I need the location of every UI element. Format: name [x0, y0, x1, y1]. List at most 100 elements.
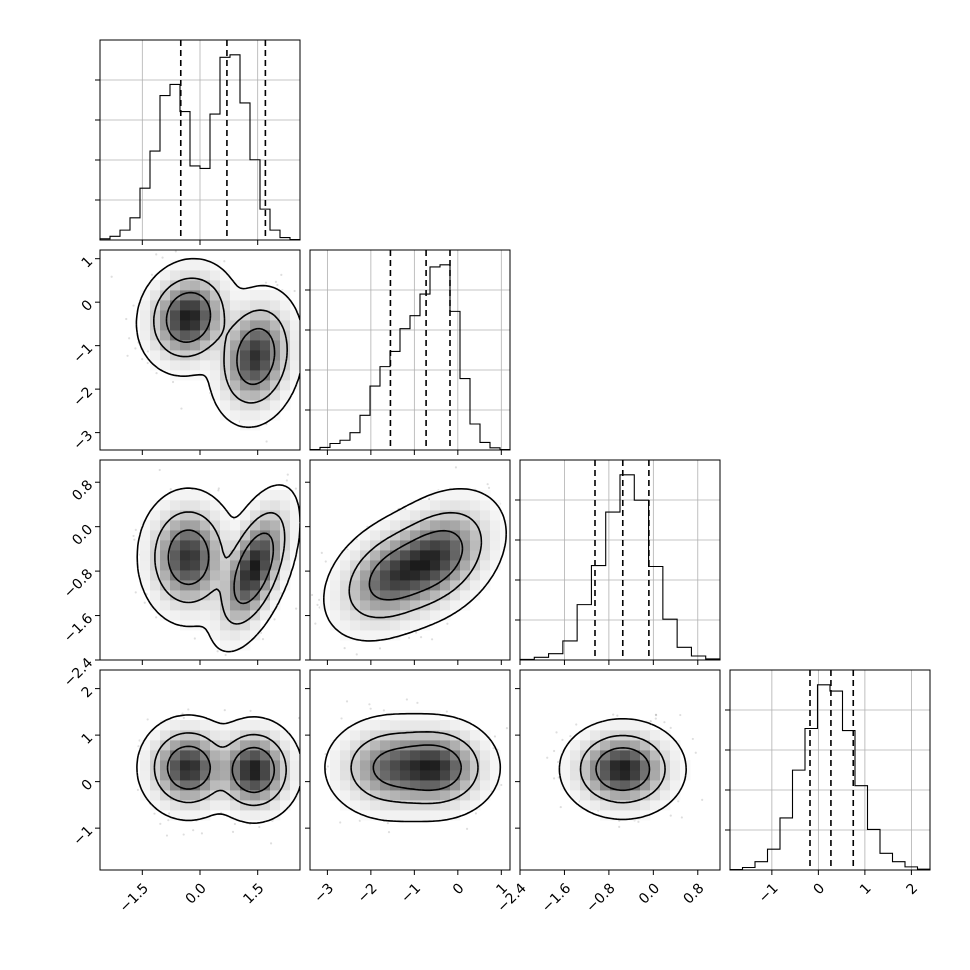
density-cell	[160, 720, 171, 731]
density-cell	[140, 540, 151, 551]
sample-point	[312, 371, 314, 373]
sample-point	[165, 834, 169, 837]
sample-point	[302, 336, 304, 338]
sample-point	[159, 822, 162, 825]
density-cell	[180, 750, 191, 761]
density-cell	[240, 600, 251, 611]
density-cell	[150, 340, 161, 351]
density-cell	[140, 520, 151, 531]
density-cell	[190, 310, 201, 321]
density-cell	[150, 800, 161, 811]
density-cell	[260, 290, 271, 301]
density-cell	[230, 360, 241, 371]
density-cell	[190, 560, 201, 571]
sample-point	[216, 650, 219, 653]
sample-point	[446, 622, 449, 625]
sample-point	[310, 593, 314, 597]
density-cell	[200, 740, 211, 751]
density-cell	[230, 540, 241, 551]
density-cell	[150, 590, 161, 601]
density-cell	[240, 630, 251, 641]
sample-point	[128, 337, 131, 340]
sample-point	[404, 508, 407, 511]
density-cell	[270, 730, 281, 741]
sample-point	[233, 822, 236, 826]
density-cell	[280, 560, 291, 571]
density-cell	[220, 380, 231, 391]
density-cell	[220, 740, 231, 751]
density-cell	[280, 300, 291, 311]
density-cell	[200, 800, 211, 811]
density-cell	[190, 740, 201, 751]
density-cell	[160, 360, 171, 371]
density-cell	[170, 610, 181, 621]
density-cell	[280, 380, 291, 391]
density-cell	[210, 270, 221, 281]
density-cell	[250, 290, 261, 301]
density-cell	[140, 340, 151, 351]
density-cell	[270, 510, 281, 521]
density-cell	[170, 340, 181, 351]
density-cell	[170, 540, 181, 551]
density-cell	[180, 510, 191, 521]
density-cell	[220, 520, 231, 531]
density-cell	[290, 330, 300, 341]
panel-body	[132, 468, 302, 657]
density-cell	[160, 540, 171, 551]
density-cell	[210, 260, 221, 271]
density-cell	[170, 760, 181, 771]
sample-point	[300, 512, 302, 514]
density-cell	[240, 720, 251, 731]
density-cell	[250, 390, 261, 401]
sample-point	[343, 647, 346, 650]
density-cell	[290, 750, 300, 761]
density-cell	[180, 580, 191, 591]
density-cell	[210, 570, 221, 581]
density-cell	[180, 600, 191, 611]
density-cell	[290, 790, 300, 801]
density-cell	[230, 790, 241, 801]
density-cell	[290, 380, 300, 391]
sample-point	[200, 832, 204, 835]
density-cell	[270, 590, 281, 601]
density-cell	[180, 800, 191, 811]
sample-point	[182, 716, 185, 720]
density-cell	[290, 770, 300, 781]
density-cell	[260, 760, 271, 771]
density-cell	[260, 320, 271, 331]
density-cell	[170, 360, 181, 371]
density-cell	[200, 340, 211, 351]
density-cell	[220, 510, 231, 521]
density-cell	[190, 810, 201, 821]
density-cell	[240, 340, 251, 351]
density-cell	[230, 760, 241, 771]
density-cell	[290, 780, 300, 791]
density-cell	[180, 500, 191, 511]
sample-point	[150, 273, 154, 276]
density-cell	[260, 540, 271, 551]
sample-point	[181, 712, 184, 715]
sample-point	[407, 636, 411, 639]
density-cell	[210, 540, 221, 551]
density-cell	[280, 550, 291, 561]
density-cell	[290, 360, 300, 371]
density-cell	[250, 780, 261, 791]
density-cell	[140, 550, 151, 561]
density-cell	[220, 270, 231, 281]
density-cell	[210, 720, 221, 731]
density-cell	[270, 720, 281, 731]
sample-point	[360, 660, 362, 662]
density-cell	[230, 720, 241, 731]
density-cell	[270, 580, 281, 591]
density-cell	[160, 270, 171, 281]
density-cell	[200, 280, 211, 291]
density-cell	[160, 800, 171, 811]
density-cell	[260, 610, 271, 621]
density-cell	[210, 600, 221, 611]
density-cell	[270, 750, 281, 761]
density-cell	[250, 500, 261, 511]
hist-panel-0	[95, 39, 301, 241]
density-cell	[270, 490, 281, 501]
histogram-step	[729, 684, 931, 871]
density-cell	[240, 360, 251, 371]
